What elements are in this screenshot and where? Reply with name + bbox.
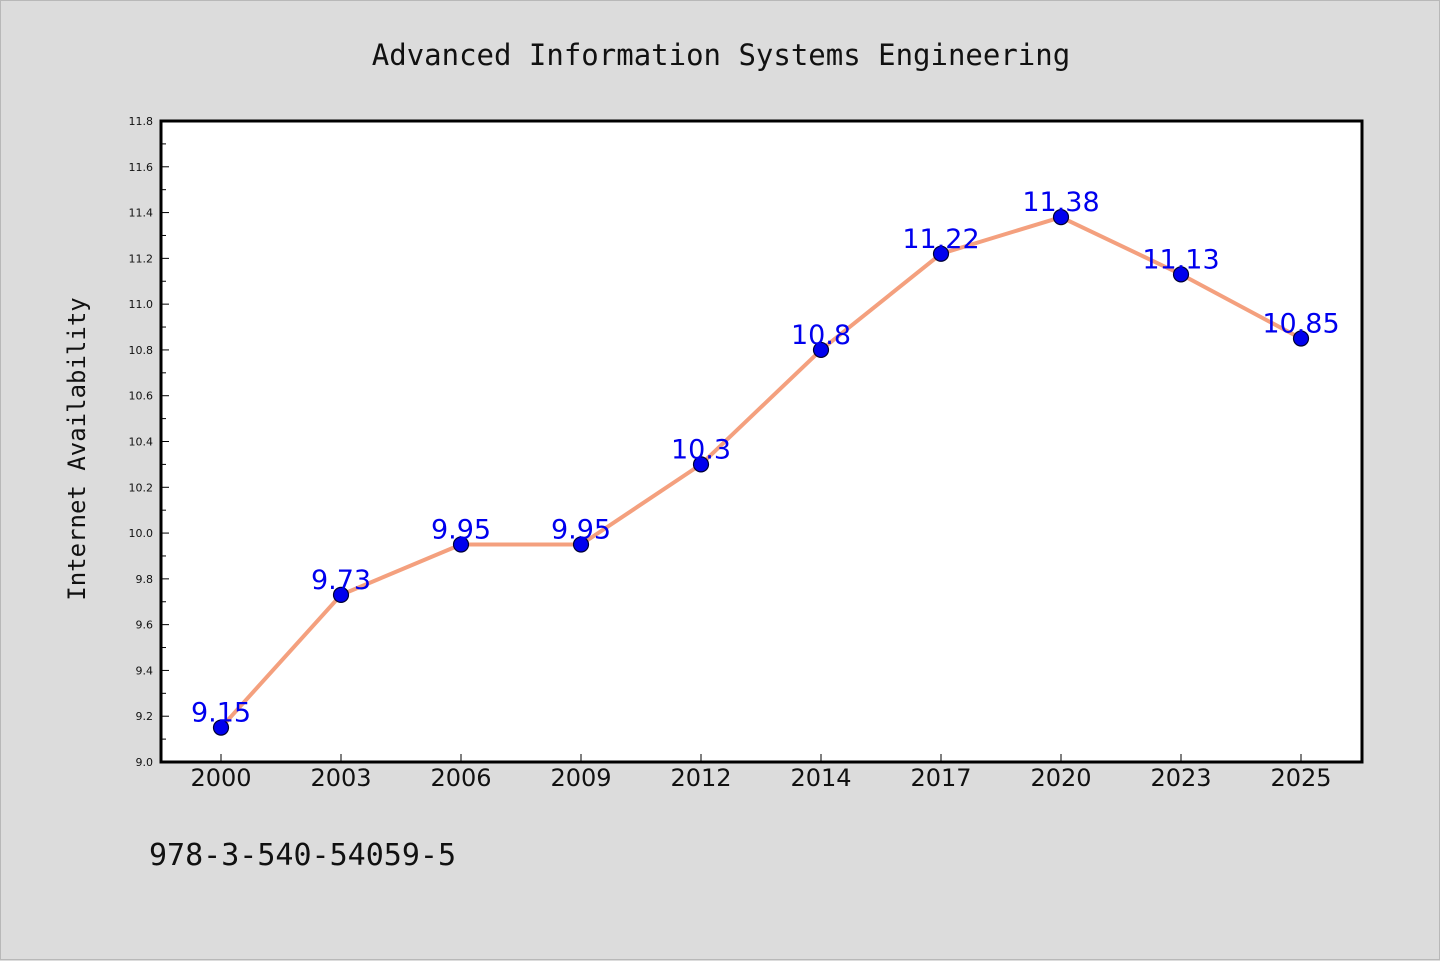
y-tick-label: 9.4 [136,664,154,677]
y-tick-label: 11.0 [129,298,154,311]
x-tick-label: 2017 [910,764,971,792]
x-tick-label: 2014 [790,764,851,792]
data-point [332,586,350,603]
y-tick-label: 10.2 [129,481,154,494]
y-tick-label: 11.6 [129,161,154,174]
data-point [452,536,470,553]
data-label: 10.3 [671,434,731,465]
data-point [692,456,710,473]
series-polyline [219,215,1303,730]
y-tick-label: 10.6 [129,390,154,403]
y-tick-label: 9.8 [136,573,154,586]
y-tick-label: 11.8 [129,115,154,128]
data-label: 9.95 [431,515,491,546]
y-tick-label: 9.2 [136,710,154,723]
y-tick-label: 9.0 [136,756,154,769]
data-point [1292,330,1310,347]
y-tick-label: 10.0 [129,527,154,540]
data-point [572,536,590,553]
data-label: 9.73 [311,565,371,596]
data-markers [212,209,1310,736]
data-label: 11.22 [902,224,979,255]
data-point [812,341,830,359]
chart-title: Advanced Information Systems Engineering [372,38,1070,72]
series-line [219,215,1303,730]
y-tick-label: 11.2 [129,252,154,265]
x-tick-label: 2006 [430,764,491,792]
data-label: 10.85 [1262,308,1339,339]
data-label: 11.13 [1142,244,1219,275]
data-point [1052,209,1070,226]
data-point [1172,266,1190,283]
data-labels: 9.15 9.73 9.95 9.95 10.3 10.8 11.22 11.38 11.13 1… [191,187,1340,729]
x-tick-label: 2009 [550,764,611,792]
x-tick-label: 2020 [1030,764,1091,792]
y-axis-label: Internet Availability [63,297,91,600]
y-tick-label: 11.4 [129,207,154,220]
data-label: 10.8 [791,320,851,351]
x-axis-ticks: 2000 2003 2006 2009 2012 2014 2017 2020 2023 2025 [190,754,1332,792]
plot-area [159,119,1364,764]
x-tick-label: 2000 [190,764,251,792]
data-label: 9.15 [191,698,251,729]
y-tick-label: 9.6 [136,619,154,632]
x-tick-label: 2003 [310,764,371,792]
data-point [212,719,230,736]
y-axis-ticks: 9.0 9.2 9.4 9.6 9.8 10.0 10.2 10.4 10.6 10.8 11.0 1… [129,115,169,769]
y-tick-label: 10.8 [129,344,154,357]
x-tick-label: 2025 [1270,764,1331,792]
data-point [932,245,950,262]
y-tick-label: 10.4 [129,436,154,449]
footer-code: 978-3-540-54059-5 [149,838,456,873]
data-label: 9.95 [551,515,611,546]
x-tick-label: 2023 [1150,764,1211,792]
data-label: 11.38 [1022,187,1099,218]
x-tick-label: 2012 [670,764,731,792]
